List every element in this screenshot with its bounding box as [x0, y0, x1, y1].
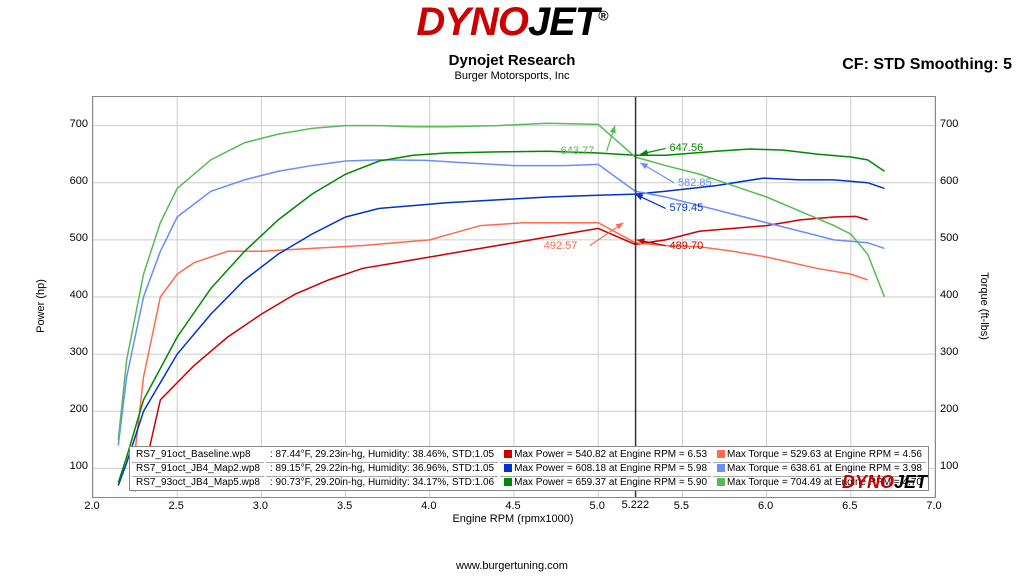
y-tick-left: 600 [70, 175, 88, 187]
y-tick-right: 400 [940, 289, 958, 301]
legend-file: RS7_93oct_JB4_Map5.wp8 [132, 476, 264, 488]
x-tick: 4.5 [503, 500, 523, 512]
y-axis-right-label: Torque (ft-lbs) [978, 272, 990, 340]
legend-conditions: : 89.15°F, 29.22in-hg, Humidity: 36.96%,… [266, 462, 498, 474]
dynojet-mini-logo: DYNOJET [842, 472, 927, 493]
annotation-582.85: 582.85 [678, 177, 712, 189]
legend-row: RS7_93oct_JB4_Map5.wp8 : 90.73°F, 29.20i… [132, 476, 926, 488]
x-tick: 6.5 [840, 500, 860, 512]
legend-row: RS7_91oct_Baseline.wp8 : 87.44°F, 29.23i… [132, 449, 926, 460]
x-tick: 3.0 [250, 500, 270, 512]
correction-factor: CF: STD Smoothing: 5 [842, 56, 1012, 74]
y-tick-left: 300 [70, 346, 88, 358]
legend-power: Max Power = 659.37 at Engine RPM = 5.90 [514, 477, 707, 488]
legend-torque: Max Torque = 529.63 at Engine RPM = 4.56 [727, 449, 922, 460]
legend-power: Max Power = 608.18 at Engine RPM = 5.98 [514, 463, 707, 474]
legend-conditions: : 87.44°F, 29.23in-hg, Humidity: 38.46%,… [266, 449, 498, 460]
y-axis-left-label: Power (hp) [35, 279, 47, 333]
y-tick-left: 100 [70, 460, 88, 472]
chart-frame: Power (hp) Torque (ft-lbs) Engine RPM (r… [48, 88, 978, 523]
x-tick: 7.0 [924, 500, 944, 512]
y-tick-left: 700 [70, 118, 88, 130]
legend-file: RS7_91oct_JB4_Map2.wp8 [132, 462, 264, 474]
annotation-647.56: 647.56 [670, 142, 704, 154]
x-axis-label: Engine RPM (rpmx1000) [48, 513, 978, 525]
x-tick: 6.0 [756, 500, 776, 512]
cursor-label: 5.222 [622, 499, 650, 511]
legend-file: RS7_91oct_Baseline.wp8 [132, 449, 264, 460]
y-tick-left: 500 [70, 232, 88, 244]
annotation-643.77: 643.77 [561, 145, 595, 157]
x-tick: 2.5 [166, 500, 186, 512]
annotation-579.45: 579.45 [670, 202, 704, 214]
legend-box: RS7_91oct_Baseline.wp8 : 87.44°F, 29.23i… [129, 446, 929, 491]
y-tick-right: 100 [940, 460, 958, 472]
series-baseline-torque [135, 223, 868, 452]
x-tick: 3.5 [335, 500, 355, 512]
series-map5-torque [118, 123, 884, 440]
legend-conditions: : 90.73°F, 29.20in-hg, Humidity: 34.17%,… [266, 476, 498, 488]
y-tick-right: 700 [940, 118, 958, 130]
series-map2-torque [118, 160, 884, 446]
footer-url: www.burgertuning.com [0, 560, 1024, 572]
y-tick-right: 300 [940, 346, 958, 358]
x-tick: 4.0 [419, 500, 439, 512]
y-tick-left: 200 [70, 403, 88, 415]
dynojet-logo: DYNOJET® [0, 2, 1024, 42]
y-tick-left: 400 [70, 289, 88, 301]
x-tick: 5.5 [671, 500, 691, 512]
plot-area: RS7_91oct_Baseline.wp8 : 87.44°F, 29.23i… [92, 96, 936, 498]
annotation-492.57: 492.57 [544, 240, 578, 252]
x-tick: 5.0 [587, 500, 607, 512]
legend-row: RS7_91oct_JB4_Map2.wp8 : 89.15°F, 29.22i… [132, 462, 926, 474]
legend-power: Max Power = 540.82 at Engine RPM = 6.53 [514, 449, 707, 460]
y-tick-right: 200 [940, 403, 958, 415]
y-tick-right: 500 [940, 232, 958, 244]
annotation-489.70: 489.70 [670, 240, 704, 252]
y-tick-right: 600 [940, 175, 958, 187]
x-tick: 2.0 [82, 500, 102, 512]
